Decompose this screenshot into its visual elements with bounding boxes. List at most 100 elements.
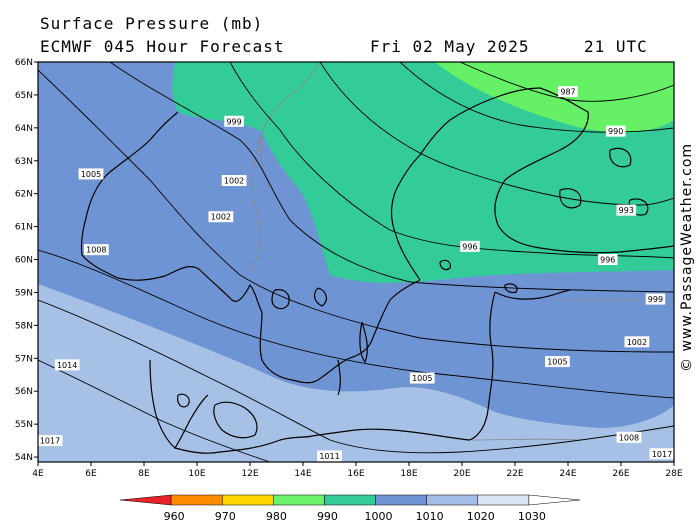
isobar-label: 996 — [460, 240, 480, 252]
isobar-label: 1008 — [616, 431, 642, 443]
lat-tick-label: 58N — [15, 321, 33, 331]
isobar-label-text: 987 — [560, 88, 575, 97]
coastlines — [80, 87, 674, 454]
lat-tick-label: 56N — [15, 387, 33, 397]
isobar-label: 1017 — [37, 435, 63, 447]
lon-tick-label: 24E — [559, 469, 576, 479]
copyright-notice: © www.PassageWeather.com — [679, 142, 695, 372]
map-title: Surface Pressure (mb) — [40, 14, 264, 33]
isobar-label-text: 1014 — [57, 361, 77, 370]
isobar-label-bg — [460, 240, 480, 252]
isobar-label-bg — [616, 431, 642, 443]
lat-tick-label: 64N — [15, 124, 33, 134]
lon-tick-label: 20E — [453, 469, 470, 479]
legend-swatch — [426, 494, 479, 506]
lon-tick-label: 22E — [506, 469, 523, 479]
isobar-label-bg — [409, 372, 435, 384]
lat-tick-label: 59N — [15, 288, 33, 298]
isobar-label-text: 996 — [600, 256, 615, 265]
isobar-label-text: 1008 — [619, 433, 639, 442]
lon-tick-label: 8E — [138, 469, 150, 479]
isobar-label: 987 — [558, 86, 578, 98]
legend-label: 990 — [317, 510, 338, 523]
legend-label: 1030 — [518, 510, 546, 523]
isobar-label: 1014 — [54, 359, 80, 371]
isobar-label: 1002 — [221, 175, 247, 187]
isobar-label: 996 — [597, 254, 618, 266]
isobar-label: 1008 — [83, 244, 109, 256]
legend-label: 980 — [266, 510, 287, 523]
isobar-label-bg — [616, 204, 637, 216]
lat-tick-label: 66N — [15, 58, 33, 68]
lat-tick-label: 62N — [15, 190, 33, 200]
isobar-label-bg — [37, 435, 63, 447]
isobar-label-bg — [605, 125, 626, 137]
map-area — [38, 62, 674, 462]
isobar-label-bg — [558, 86, 578, 98]
forecast-time: 21 UTC — [584, 37, 648, 56]
isobar-label-bg — [645, 293, 666, 305]
lat-tick-label: 55N — [15, 420, 33, 430]
legend-label: 1000 — [365, 510, 393, 523]
lon-tick-label: 6E — [85, 469, 97, 479]
isobar-label-text: 1002 — [211, 213, 231, 222]
isobar-label: 999 — [224, 115, 244, 127]
legend-label: 970 — [215, 510, 236, 523]
isobar-label-bg — [224, 115, 244, 127]
isobar-label: 1017 — [649, 448, 675, 460]
forecast-date: Fri 02 May 2025 — [370, 37, 530, 56]
isobar-label-text: 1008 — [86, 246, 106, 255]
isobar-label-text: 1017 — [40, 437, 60, 446]
lat-tick-label: 65N — [15, 91, 33, 101]
isobar-label: 1005 — [409, 372, 435, 384]
isobar-label-text: 1005 — [412, 374, 432, 383]
isobar-label: 999 — [645, 293, 666, 305]
lon-tick-label: 4E — [32, 469, 44, 479]
legend-swatch — [477, 494, 530, 506]
legend-swatch — [221, 494, 274, 506]
isobar-label: 1005 — [545, 356, 570, 368]
legend-swatch — [170, 494, 223, 506]
isobar-label: 1002 — [624, 336, 650, 348]
isobar-label-text: 993 — [619, 206, 634, 215]
lon-tick-label: 10E — [188, 469, 205, 479]
isobar-label-bg — [649, 448, 675, 460]
isobar-labels: 987 990 993 996 996 999 999 1002 1002 1002 1005 100… — [37, 86, 675, 462]
legend-high-arrow — [528, 494, 581, 506]
lat-tick-label: 60N — [15, 256, 33, 266]
isobar-label-bg — [78, 168, 104, 180]
model-label: ECMWF 045 Hour Forecast — [40, 37, 285, 56]
isobar-label-text: 1011 — [319, 452, 339, 461]
isobar-label-bg — [545, 356, 570, 368]
legend-swatch — [324, 494, 376, 506]
lat-tick-label: 61N — [15, 223, 33, 233]
pressure-legend: 960 970 980 990 1000 1010 1020 1030 — [119, 494, 581, 523]
legend-low-arrow — [119, 494, 172, 506]
isobar-label-bg — [624, 336, 650, 348]
isobar-label-text: 990 — [608, 127, 623, 136]
legend-label: 960 — [164, 510, 185, 523]
lon-tick-label: 18E — [400, 469, 417, 479]
lon-tick-label: 16E — [347, 469, 364, 479]
lat-tick-label: 54N — [15, 453, 33, 463]
isobar-label-bg — [208, 211, 234, 223]
isobar-label-text: 1002 — [627, 338, 647, 347]
isobar-label-bg — [54, 359, 80, 371]
lon-tick-label: 14E — [294, 469, 311, 479]
isobar-label-text: 1005 — [547, 358, 567, 367]
legend-swatch — [273, 494, 325, 506]
isobar-label-text: 999 — [648, 295, 663, 304]
legend-label: 1010 — [416, 510, 444, 523]
isobar-label-bg — [83, 244, 109, 256]
isobar-label: 1011 — [317, 450, 342, 462]
isobar-label-text: 999 — [226, 117, 241, 126]
legend-label: 1020 — [467, 510, 495, 523]
isobar-label-text: 1002 — [224, 177, 244, 186]
isobar-label-text: 996 — [462, 242, 477, 251]
isobar-label-bg — [317, 450, 342, 462]
lat-tick-label: 63N — [15, 157, 33, 167]
isobar-label-bg — [597, 254, 618, 266]
lat-tick-label: 57N — [15, 354, 33, 364]
lon-tick-label: 12E — [241, 469, 258, 479]
